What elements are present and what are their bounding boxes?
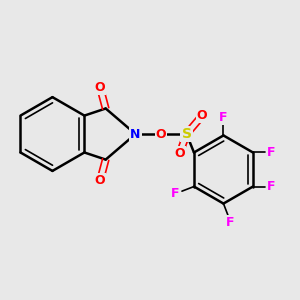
Text: O: O (174, 147, 185, 161)
Text: O: O (95, 174, 105, 188)
Text: F: F (226, 215, 235, 229)
Text: O: O (95, 81, 105, 94)
Text: F: F (267, 180, 276, 193)
Text: F: F (267, 146, 276, 159)
Text: F: F (171, 187, 180, 200)
Text: S: S (182, 127, 192, 141)
Text: F: F (219, 110, 228, 124)
Text: O: O (156, 128, 166, 140)
Text: O: O (197, 109, 208, 122)
Text: N: N (130, 128, 141, 140)
